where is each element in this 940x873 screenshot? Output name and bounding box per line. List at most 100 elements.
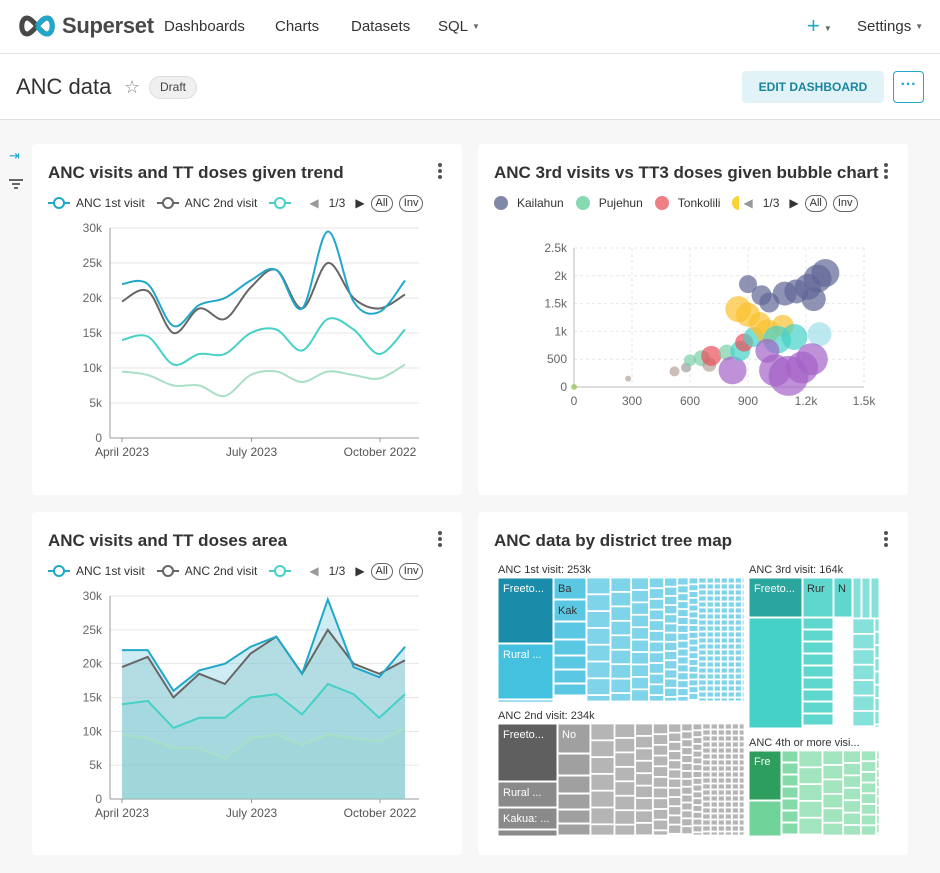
treemap-tile [664,651,678,661]
legend-item[interactable]: ANC 2nd visit [156,564,257,578]
draft-badge[interactable]: Draft [149,76,198,99]
treemap-tile [798,800,823,818]
treemap-tile [798,817,823,835]
legend-item[interactable]: ANC 1st visit [48,196,145,210]
settings-menu[interactable]: Settings ▼ [857,18,923,35]
star-icon[interactable]: ☆ [124,77,141,97]
treemap-tile [710,741,718,748]
treemap-tile [720,619,728,626]
legend-item[interactable]: ANC 2nd visit [156,196,257,210]
treemap-tile [781,762,799,775]
filter-icon[interactable] [9,178,23,190]
treemap-tile [843,812,861,825]
nav-dashboards[interactable]: Dashboards [164,18,245,35]
treemap-tile [717,765,725,772]
treemap-group-label: ANC 3rd visit: 164k [749,564,844,576]
treemap-tile [586,695,611,702]
treemap-tile [860,793,877,804]
treemap-tile [610,664,632,679]
treemap-tile [713,625,721,632]
treemap-tile [731,765,739,772]
legend-all-button[interactable]: All [370,194,393,212]
treemap-tile [734,595,742,602]
legend-item[interactable]: Tonkolili [654,196,720,210]
infinity-icon [19,15,55,37]
treemap-tile [734,625,742,632]
chart-menu-icon[interactable] [884,531,888,548]
treemap-tile-label: N [838,583,846,595]
treemap-tile [668,815,682,825]
chart-legend: ANC 1st visit ANC 2nd visit ◀ 1/3 ▶ All … [48,194,424,212]
treemap-tile [586,661,611,679]
superset-logo[interactable]: Superset [16,13,154,39]
treemap-tile [668,806,682,816]
x-tick-label: 600 [680,394,700,408]
y-tick-label: 0 [95,792,102,806]
edit-dashboard-button[interactable]: EDIT DASHBOARD [742,71,884,103]
treemap-tile [731,771,739,778]
dashboard-title[interactable]: ANC data [16,74,112,99]
more-options-button[interactable]: ··· [893,71,924,103]
treemap-tile [652,766,669,777]
treemap-tile [738,723,745,730]
treemap-tile [727,661,735,668]
chevron-down-icon: ▼ [472,22,480,31]
prev-page-icon[interactable]: ◀ [743,196,753,210]
treemap-tile [724,753,732,760]
nav-sql[interactable]: SQL ▼ [438,18,480,35]
legend-item[interactable]: Kailahun [494,196,564,210]
nav-charts[interactable]: Charts [275,18,320,35]
y-tick-label: 2k [554,269,568,283]
legend-item[interactable] [269,196,297,210]
plus-menu-button[interactable]: + ▼ [807,13,832,39]
nav-datasets[interactable]: Datasets [351,18,411,35]
chart-menu-icon[interactable] [438,163,442,180]
treemap-tile [677,656,689,665]
treemap-tile [833,577,853,618]
next-page-icon[interactable]: ▶ [355,196,365,210]
treemap-tile [688,577,699,585]
next-page-icon[interactable]: ▶ [789,196,799,210]
treemap-tile [741,631,745,638]
chart-menu-icon[interactable] [438,531,442,548]
treemap-tile [668,824,682,834]
treemap-tile [590,757,615,774]
y-tick-label: 2.5k [544,241,568,255]
treemap-tile [586,678,611,696]
legend-all-button[interactable]: All [370,562,393,580]
treemap-tile [648,652,665,663]
legend-dot-icon [575,196,590,210]
treemap-tile [717,795,725,802]
treemap-chart[interactable]: ANC 1st visit: 253k Freeto... Rural ... Ba K… [478,512,908,855]
treemap-tile [738,789,745,796]
bubble-chart[interactable]: 2.5k 2k 1.5k 1k 500 00 300 600 900 1.2k 1.5k [478,144,908,495]
treemap-tile [702,753,711,760]
treemap-tile [610,678,632,693]
expand-filters-icon[interactable]: ⇥ [9,148,20,163]
bubble-point [718,356,747,385]
legend-page: 1/3 [762,196,780,210]
legend-item[interactable]: ANC 1st visit [48,564,145,578]
treemap-tile [668,741,682,751]
legend-inverse-button[interactable]: Inv [832,194,858,212]
legend-inverse-button[interactable]: Inv [398,562,424,580]
next-page-icon[interactable]: ▶ [355,564,365,578]
legend-all-button[interactable]: All [804,194,827,212]
legend-item[interactable] [732,196,740,210]
prev-page-icon[interactable]: ◀ [309,564,319,578]
treemap-tile [698,607,707,614]
treemap-tile [713,601,721,608]
treemap-tile [706,601,714,608]
treemap-tile [781,750,799,763]
legend-item[interactable] [269,564,297,578]
legend-pager: ◀ 1/3 ▶ All Inv [743,194,858,212]
treemap-tile [698,619,707,626]
prev-page-icon[interactable]: ◀ [309,196,319,210]
chart-menu-icon[interactable] [884,163,888,180]
legend-item[interactable]: Pujehun [575,196,643,210]
legend-inverse-button[interactable]: Inv [398,194,424,212]
treemap-tile [702,759,711,766]
treemap-tile [731,753,739,760]
